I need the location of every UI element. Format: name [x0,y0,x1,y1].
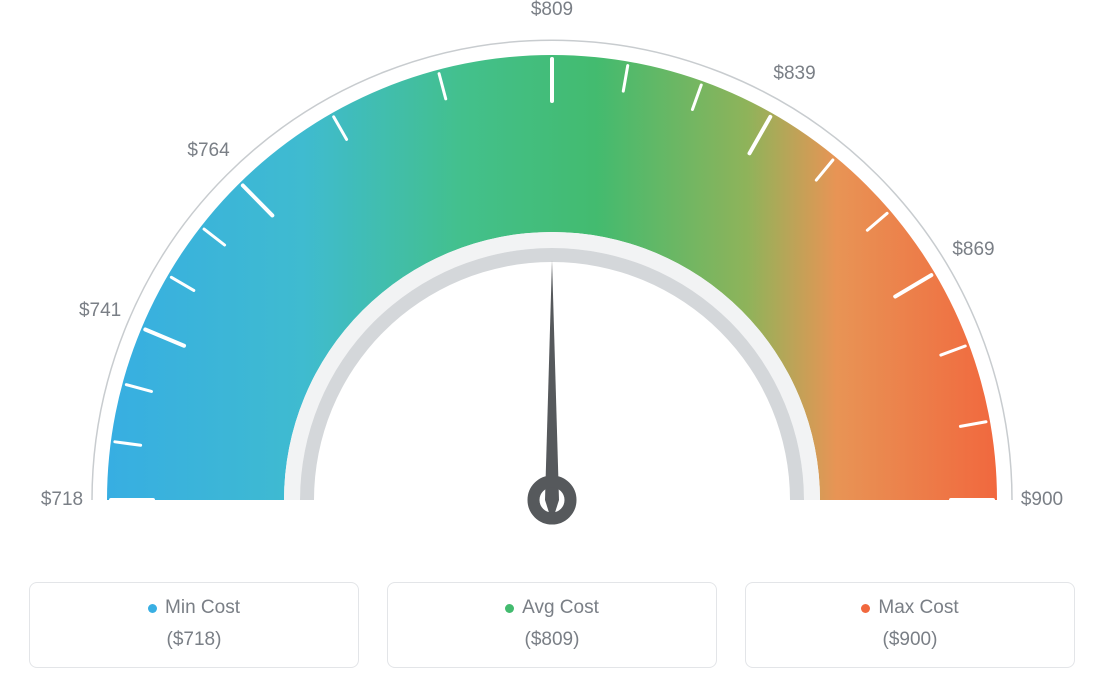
legend-title-label: Avg Cost [522,597,599,619]
legend-card-min: Min Cost ($718) [29,582,359,668]
legend-title-min: Min Cost [148,597,240,619]
legend-title-label: Max Cost [878,597,958,619]
legend-card-max: Max Cost ($900) [745,582,1075,668]
gauge-tick-label: $741 [79,300,121,322]
legend-title-max: Max Cost [861,597,958,619]
legend-value-avg: ($809) [398,629,706,651]
gauge-tick-label: $839 [773,63,815,85]
legend-title-label: Min Cost [165,597,240,619]
gauge-tick-label: $809 [531,0,573,21]
gauge-tick-label: $764 [187,140,229,162]
legend-title-avg: Avg Cost [505,597,599,619]
dot-icon [148,604,157,613]
legend-value-max: ($900) [756,629,1064,651]
legend-row: Min Cost ($718) Avg Cost ($809) Max Cost… [0,582,1104,668]
gauge-tick-label: $869 [952,239,994,261]
gauge-svg [0,0,1104,560]
dot-icon [505,604,514,613]
legend-card-avg: Avg Cost ($809) [387,582,717,668]
gauge-tick-label: $718 [41,489,83,511]
gauge-tick-label: $900 [1021,489,1063,511]
legend-value-min: ($718) [40,629,348,651]
dot-icon [861,604,870,613]
gauge-chart: $718 $741 $764 $809 $839 $869 $900 [0,0,1104,560]
